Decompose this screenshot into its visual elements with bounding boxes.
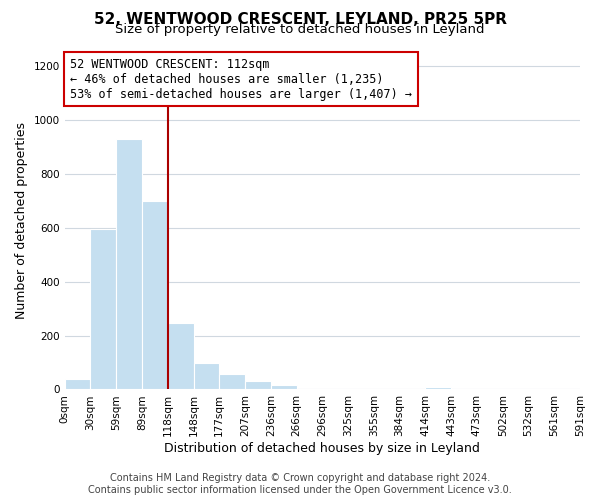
Bar [116, 139, 142, 390]
Bar [168, 322, 193, 390]
Text: Contains HM Land Registry data © Crown copyright and database right 2024.
Contai: Contains HM Land Registry data © Crown c… [88, 474, 512, 495]
Text: Size of property relative to detached houses in Leyland: Size of property relative to detached ho… [115, 22, 485, 36]
Bar [245, 382, 271, 390]
Bar [91, 228, 116, 390]
Text: 52 WENTWOOD CRESCENT: 112sqm
← 46% of detached houses are smaller (1,235)
53% of: 52 WENTWOOD CRESCENT: 112sqm ← 46% of de… [70, 58, 412, 100]
Bar [219, 374, 245, 390]
Y-axis label: Number of detached properties: Number of detached properties [15, 122, 28, 320]
Bar [65, 379, 91, 390]
X-axis label: Distribution of detached houses by size in Leyland: Distribution of detached houses by size … [164, 442, 480, 455]
Bar [425, 387, 451, 390]
Text: 52, WENTWOOD CRESCENT, LEYLAND, PR25 5PR: 52, WENTWOOD CRESCENT, LEYLAND, PR25 5PR [94, 12, 506, 28]
Bar [142, 201, 168, 390]
Bar [271, 384, 296, 390]
Bar [193, 364, 219, 390]
